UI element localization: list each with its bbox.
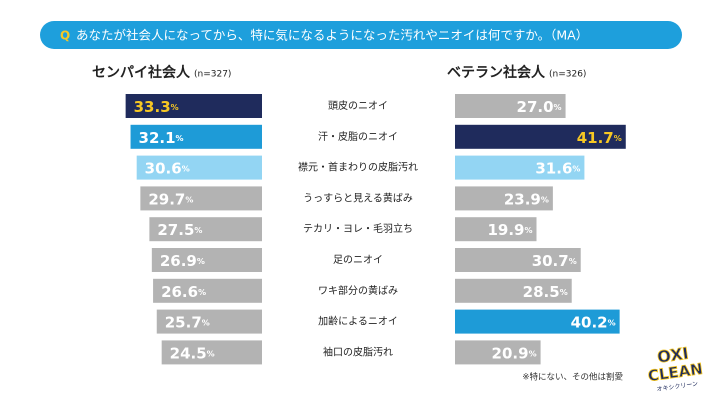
bar [455, 248, 581, 272]
legend-sample: (n=326) [549, 70, 586, 80]
bar [149, 217, 262, 242]
legend-label: ベテラン社会人 [447, 64, 546, 81]
chart-title: あなたが社会人になってから、特に気になるようになった汚れやニオイは何ですか。（M… [76, 28, 588, 43]
bar [156, 309, 262, 334]
bar [125, 94, 262, 118]
bar [455, 309, 620, 334]
category-label: 汗・皮脂のニオイ [318, 130, 398, 143]
footnote: ※特にない、その他は割愛 [522, 372, 623, 383]
bar [153, 278, 262, 303]
bar [455, 340, 541, 365]
bar [455, 186, 553, 211]
category-label: ワキ部分の黄ばみ [318, 284, 398, 297]
category-label: 頭皮のニオイ [328, 99, 388, 112]
category-label: 襟元・首まわりの皮脂汚れ [298, 161, 418, 174]
value-label: 25.7% [165, 313, 210, 331]
category-label: 足のニオイ [333, 254, 383, 266]
value-label: 26.9% [160, 252, 205, 270]
question-banner [40, 21, 682, 49]
bar [455, 278, 572, 303]
value-label: 29.7% [148, 190, 193, 208]
value-label: 26.6% [161, 282, 206, 300]
logo: OXI CLEAN オキシクリーン [646, 343, 704, 393]
value-label: 31.6% [535, 159, 580, 177]
category-label: テカリ・ヨレ・毛羽立ち [303, 222, 413, 235]
value-label: 32.1% [139, 128, 184, 146]
value-label: 41.7% [577, 128, 622, 146]
value-label: 30.7% [532, 252, 577, 270]
category-label: 加齢によるニオイ [318, 315, 398, 328]
bar [140, 186, 262, 211]
bar [455, 124, 626, 149]
bar [161, 340, 262, 365]
value-label: 23.9% [504, 190, 549, 208]
category-label: 袖口の皮脂汚れ [323, 345, 393, 358]
logo-text: OXI [656, 344, 690, 367]
legend-sample: (n=327) [194, 70, 231, 80]
bar [455, 94, 566, 118]
value-label: 19.9% [487, 221, 532, 239]
question-mark: Q [60, 29, 70, 43]
value-label: 40.2% [571, 313, 616, 331]
bar [151, 248, 262, 272]
legend-label: センパイ社会人 [92, 64, 191, 81]
value-label: 30.6% [145, 159, 190, 177]
bar [455, 217, 537, 242]
value-label: 20.9% [492, 344, 537, 362]
value-label: 24.5% [170, 344, 215, 362]
value-label: 28.5% [523, 282, 568, 300]
value-label: 27.0% [517, 98, 562, 116]
bar [455, 155, 585, 180]
bar [130, 124, 262, 149]
value-label: 27.5% [157, 221, 202, 239]
value-label: 33.3% [134, 98, 179, 116]
bar [136, 155, 262, 180]
category-label: うっすらと見える黄ばみ [303, 191, 413, 204]
